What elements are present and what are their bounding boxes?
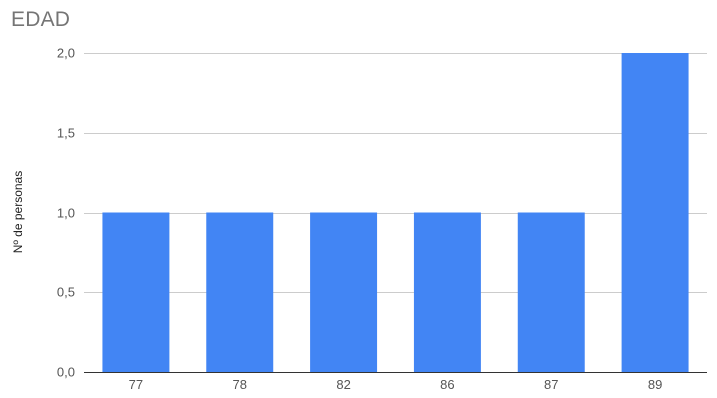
x-tick-label: 86 xyxy=(440,377,454,392)
x-tick-label: 82 xyxy=(336,377,350,392)
bar xyxy=(310,212,378,372)
y-tick-label: 1,5 xyxy=(57,126,75,141)
y-axis-label: Nº de personas xyxy=(11,171,25,253)
y-tick-label: 0,5 xyxy=(57,285,75,300)
y-tick-label: 0,0 xyxy=(57,365,75,380)
bar xyxy=(102,212,170,372)
x-tick-label: 89 xyxy=(648,377,662,392)
bars xyxy=(102,53,689,372)
y-tick-label: 2,0 xyxy=(57,46,75,61)
x-tick-label: 87 xyxy=(544,377,558,392)
x-tick-label: 77 xyxy=(129,377,143,392)
y-tick-label: 1,0 xyxy=(57,206,75,221)
bar xyxy=(206,212,274,372)
x-tick-label: 78 xyxy=(233,377,247,392)
x-tick-labels: 77 78 82 86 87 89 xyxy=(129,377,663,392)
bar xyxy=(621,53,689,372)
bar xyxy=(413,212,481,372)
chart-title: EDAD xyxy=(11,8,71,31)
bar xyxy=(517,212,585,372)
gridlines xyxy=(84,53,707,293)
y-tick-labels: 0,0 0,5 1,0 1,5 2,0 xyxy=(57,46,75,380)
